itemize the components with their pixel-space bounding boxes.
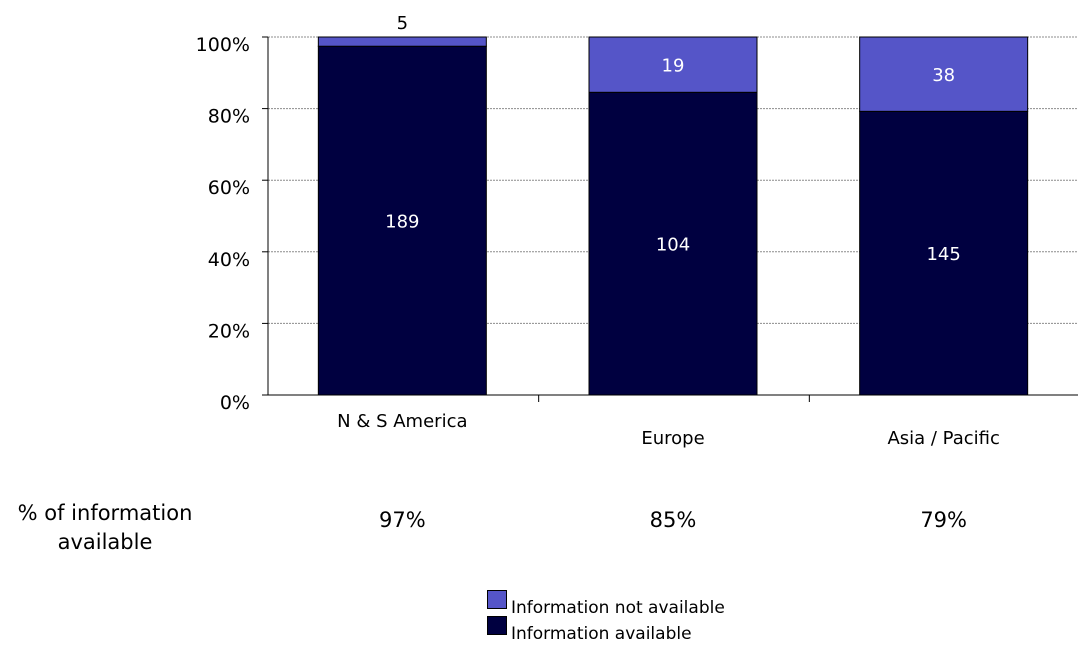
data-label-not-available: 19	[662, 56, 685, 77]
y-tick-label: 20%	[208, 320, 250, 342]
data-label-not-available: 5	[397, 13, 408, 34]
bars	[317, 36, 1029, 396]
y-axis-ticks: 0% 20% 40% 60% 80% 100%	[196, 34, 268, 414]
y-tick-label: 60%	[208, 177, 250, 199]
summary-value: 79%	[920, 508, 967, 532]
y-tick-label: 0%	[220, 392, 250, 414]
legend-label-available: Information available	[511, 624, 692, 644]
summary-values: 97% 85% 79%	[379, 508, 967, 532]
y-tick-label: 100%	[196, 34, 250, 56]
bar-segment-available	[859, 110, 1029, 396]
summary-value: 97%	[379, 508, 426, 532]
x-category-label: N & S America	[337, 411, 467, 432]
x-category-label: Asia / Pacific	[887, 428, 999, 449]
y-tick-label: 80%	[208, 106, 250, 128]
legend-swatch-not-available	[487, 590, 507, 609]
bar-segment-not-available	[588, 36, 758, 93]
x-axis-categories: N & S America Europe Asia / Pacific	[337, 411, 1000, 449]
data-label-available: 104	[656, 235, 690, 256]
bar-segment-not-available	[317, 36, 487, 47]
bar-segment-available	[588, 91, 758, 396]
y-tick-label: 40%	[208, 249, 250, 271]
data-label-available: 189	[385, 212, 419, 233]
summary-value: 85%	[650, 508, 697, 532]
legend-swatch-available	[487, 616, 507, 635]
x-category-label: Europe	[641, 428, 704, 449]
legend-label-not-available: Information not available	[511, 598, 725, 618]
data-labels: 189 5 104 19 145 38	[385, 13, 961, 265]
data-label-available: 145	[926, 244, 960, 265]
summary-row-label: % of information available	[17, 501, 193, 554]
data-label-not-available: 38	[932, 65, 955, 86]
bar-segment-available	[317, 45, 487, 396]
bar-segment-not-available	[859, 36, 1029, 112]
